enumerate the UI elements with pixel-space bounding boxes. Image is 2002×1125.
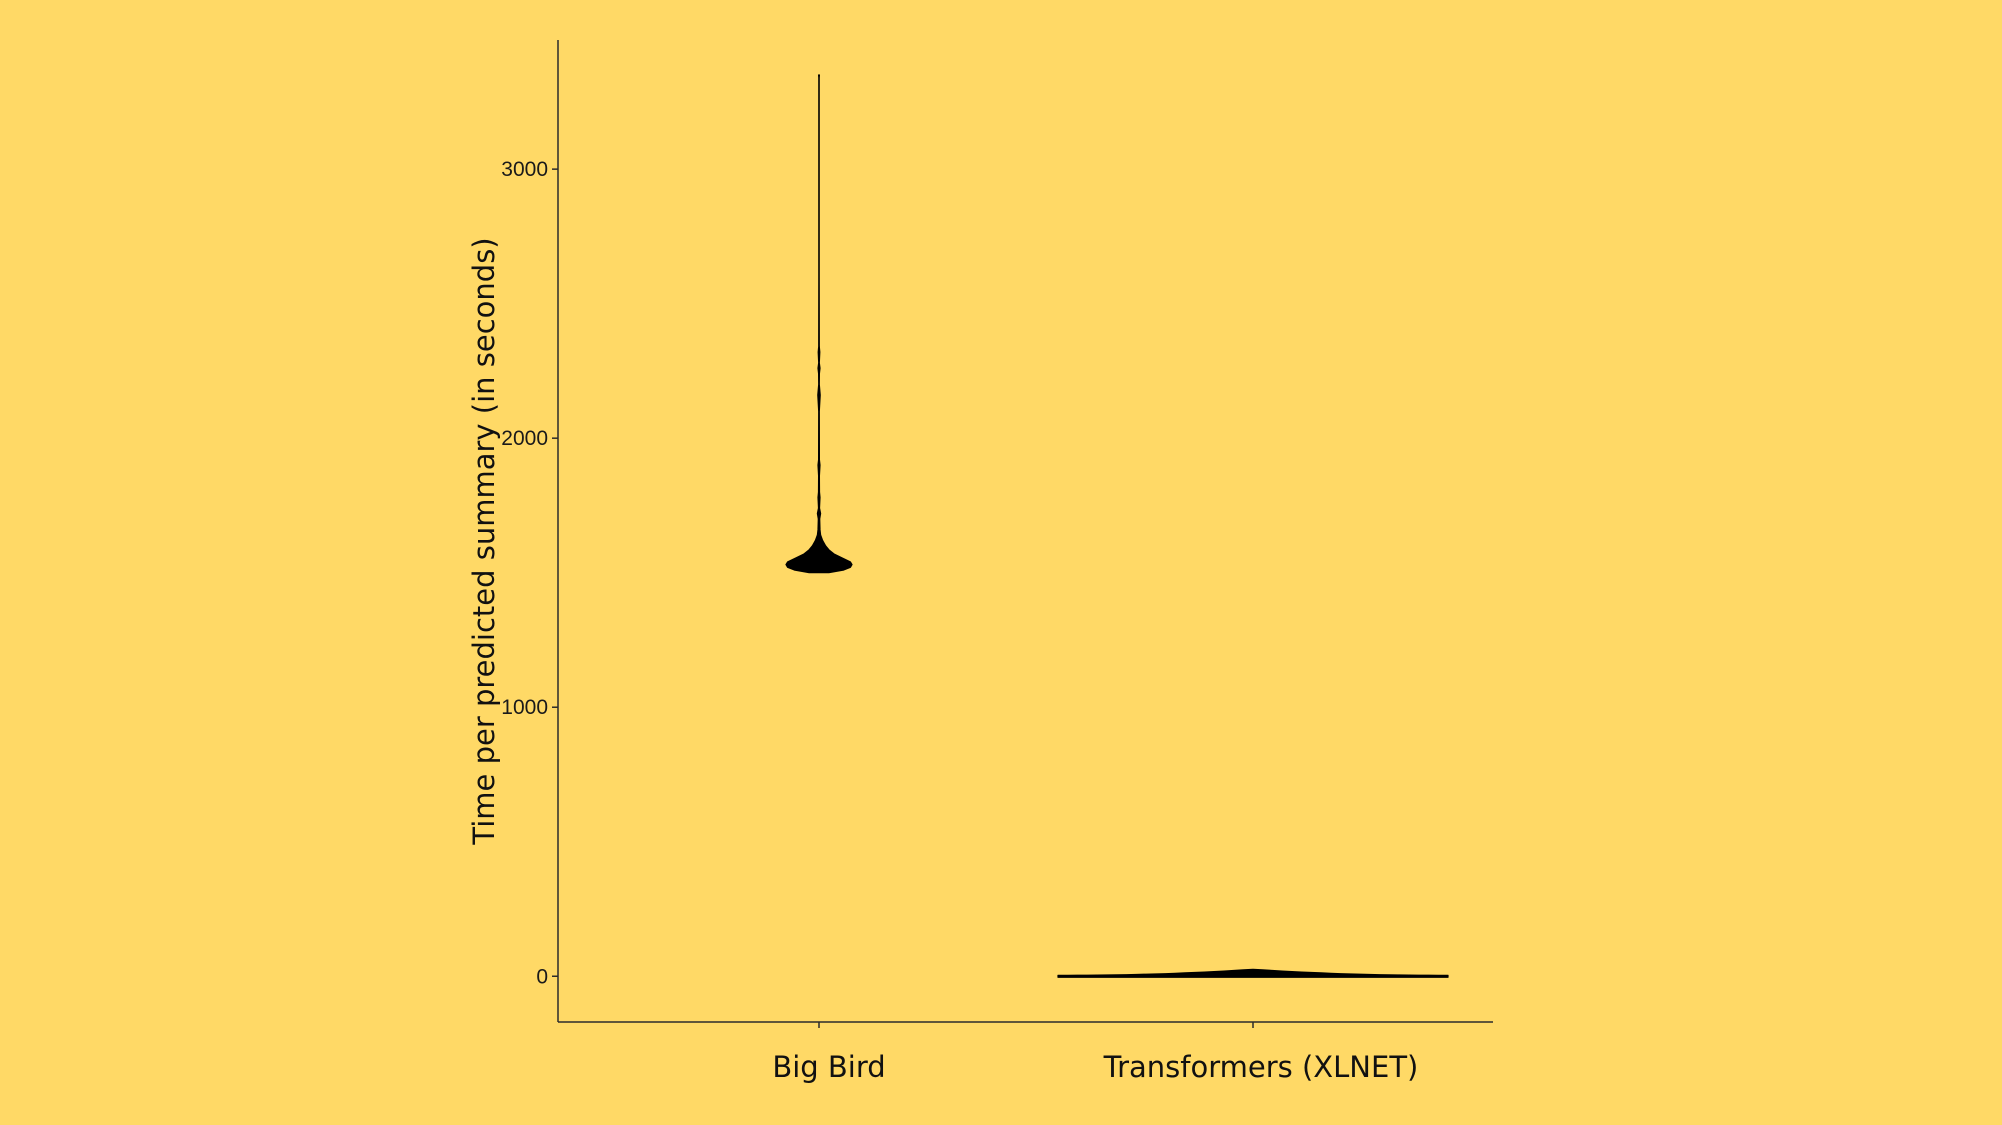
x-axis-ticks: Big Bird Transformers (XLNET): [772, 1022, 1418, 1084]
y-axis-ticks: 0 1000 2000 3000: [501, 158, 558, 988]
y-tick-label: 2000: [501, 427, 548, 450]
y-axis-title: Time per predicted summary (in seconds): [467, 237, 501, 845]
violin-layer: [785, 74, 1449, 978]
violin-big-bird: [785, 74, 853, 574]
x-category-label: Transformers (XLNET): [1103, 1050, 1419, 1084]
y-tick-label: 0: [536, 965, 548, 988]
y-tick-label: 1000: [501, 696, 548, 719]
y-tick-label: 3000: [501, 158, 548, 181]
violin-transformers-xlnet: [1057, 968, 1449, 978]
x-category-label: Big Bird: [772, 1050, 885, 1084]
